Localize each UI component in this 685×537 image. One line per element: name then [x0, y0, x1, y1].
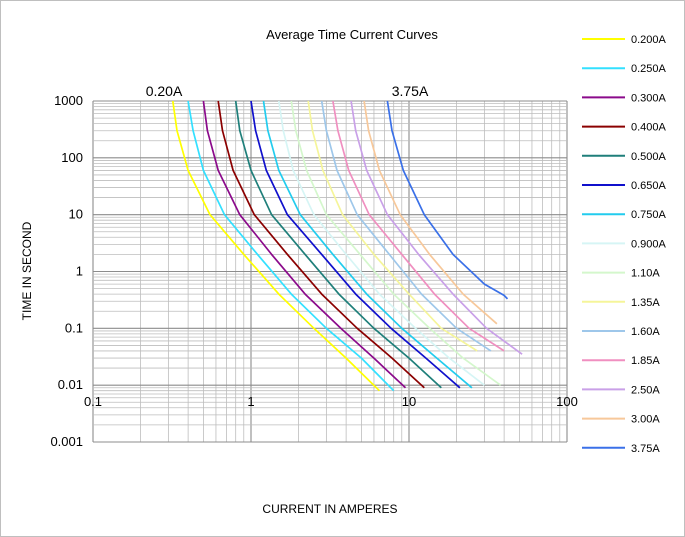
x-tick-label: 0.1 — [84, 394, 102, 409]
chart-title: Average Time Current Curves — [266, 27, 438, 42]
legend-label: 0.500A — [631, 151, 667, 163]
legend-label: 0.900A — [631, 238, 667, 250]
series-line — [307, 100, 478, 352]
series-line — [262, 100, 473, 389]
y-tick-label: 100 — [61, 150, 83, 165]
x-axis-label: CURRENT IN AMPERES — [262, 502, 397, 516]
legend-label: 1.35A — [631, 297, 660, 309]
x-tick-label: 10 — [402, 394, 416, 409]
y-tick-label: 0.1 — [65, 320, 83, 335]
series-line — [217, 100, 425, 389]
y-tick-label: 0.01 — [58, 377, 83, 392]
series-line — [187, 100, 395, 392]
y-tick-label: 1000 — [54, 93, 83, 108]
legend-label: 0.250A — [631, 63, 667, 75]
legend-label: 3.00A — [631, 414, 660, 426]
x-tick-label: 100 — [556, 394, 578, 409]
series-line — [202, 100, 407, 389]
series-line — [320, 100, 492, 352]
series-line — [350, 100, 523, 355]
series-line — [386, 100, 509, 300]
legend-label: 1.10A — [631, 268, 660, 280]
annotation-high: 3.75A — [392, 83, 429, 99]
y-axis-label: TIME IN SECOND — [20, 221, 34, 320]
y-tick-label: 10 — [69, 207, 83, 222]
legend: 0.200A 0.250A 0.300A 0.400A 0.500A 0.650A 0.75… — [582, 34, 667, 455]
legend-label: 0.750A — [631, 209, 667, 221]
legend-label: 1.60A — [631, 326, 660, 338]
series-line — [290, 100, 502, 386]
legend-label: 0.200A — [631, 34, 667, 46]
legend-label: 1.85A — [631, 355, 660, 367]
y-tick-label: 1 — [76, 264, 83, 279]
series-line — [234, 100, 442, 389]
legend-label: 0.650A — [631, 180, 667, 192]
series-line — [332, 100, 505, 352]
legend-label: 0.300A — [631, 92, 667, 104]
x-tick-label: 1 — [247, 394, 254, 409]
annotation-low: 0.20A — [146, 83, 183, 99]
legend-label: 3.75A — [631, 443, 660, 455]
series-lines — [171, 100, 523, 392]
series-line — [363, 100, 498, 325]
y-tick-label: 0.001 — [50, 434, 83, 449]
series-line — [277, 100, 485, 386]
series-line — [250, 100, 461, 389]
legend-label: 0.400A — [631, 122, 667, 134]
series-line — [171, 100, 380, 392]
legend-label: 2.50A — [631, 384, 660, 396]
